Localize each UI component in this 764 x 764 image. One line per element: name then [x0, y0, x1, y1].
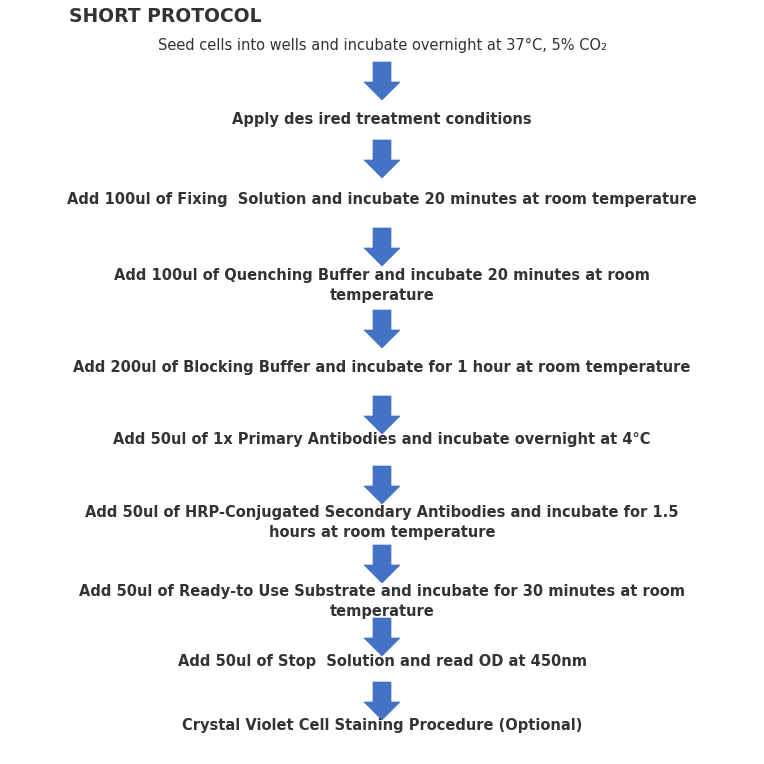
Polygon shape [364, 228, 400, 266]
Text: Add 50ul of Ready-to Use Substrate and incubate for 30 minutes at room
temperatu: Add 50ul of Ready-to Use Substrate and i… [79, 584, 685, 619]
Text: SHORT PROTOCOL: SHORT PROTOCOL [69, 8, 261, 27]
Text: Add 50ul of Stop  Solution and read OD at 450nm: Add 50ul of Stop Solution and read OD at… [177, 654, 587, 669]
Polygon shape [364, 62, 400, 100]
Text: Seed cells into wells and incubate overnight at 37°C, 5% CO₂: Seed cells into wells and incubate overn… [157, 38, 607, 53]
Polygon shape [364, 466, 400, 504]
Text: Add 50ul of HRP-Conjugated Secondary Antibodies and incubate for 1.5
hours at ro: Add 50ul of HRP-Conjugated Secondary Ant… [86, 505, 678, 540]
Text: Add 50ul of 1x Primary Antibodies and incubate overnight at 4°C: Add 50ul of 1x Primary Antibodies and in… [113, 432, 651, 447]
Text: Crystal Violet Cell Staining Procedure (Optional): Crystal Violet Cell Staining Procedure (… [182, 718, 582, 733]
Polygon shape [364, 682, 400, 720]
Polygon shape [364, 310, 400, 348]
Text: Add 200ul of Blocking Buffer and incubate for 1 hour at room temperature: Add 200ul of Blocking Buffer and incubat… [73, 360, 691, 375]
Polygon shape [364, 140, 400, 178]
Polygon shape [364, 618, 400, 656]
Text: Apply des ired treatment conditions: Apply des ired treatment conditions [232, 112, 532, 127]
Polygon shape [364, 545, 400, 583]
Text: Add 100ul of Quenching Buffer and incubate 20 minutes at room
temperature: Add 100ul of Quenching Buffer and incuba… [114, 268, 650, 303]
Text: Add 100ul of Fixing  Solution and incubate 20 minutes at room temperature: Add 100ul of Fixing Solution and incubat… [67, 192, 697, 207]
Polygon shape [364, 396, 400, 434]
